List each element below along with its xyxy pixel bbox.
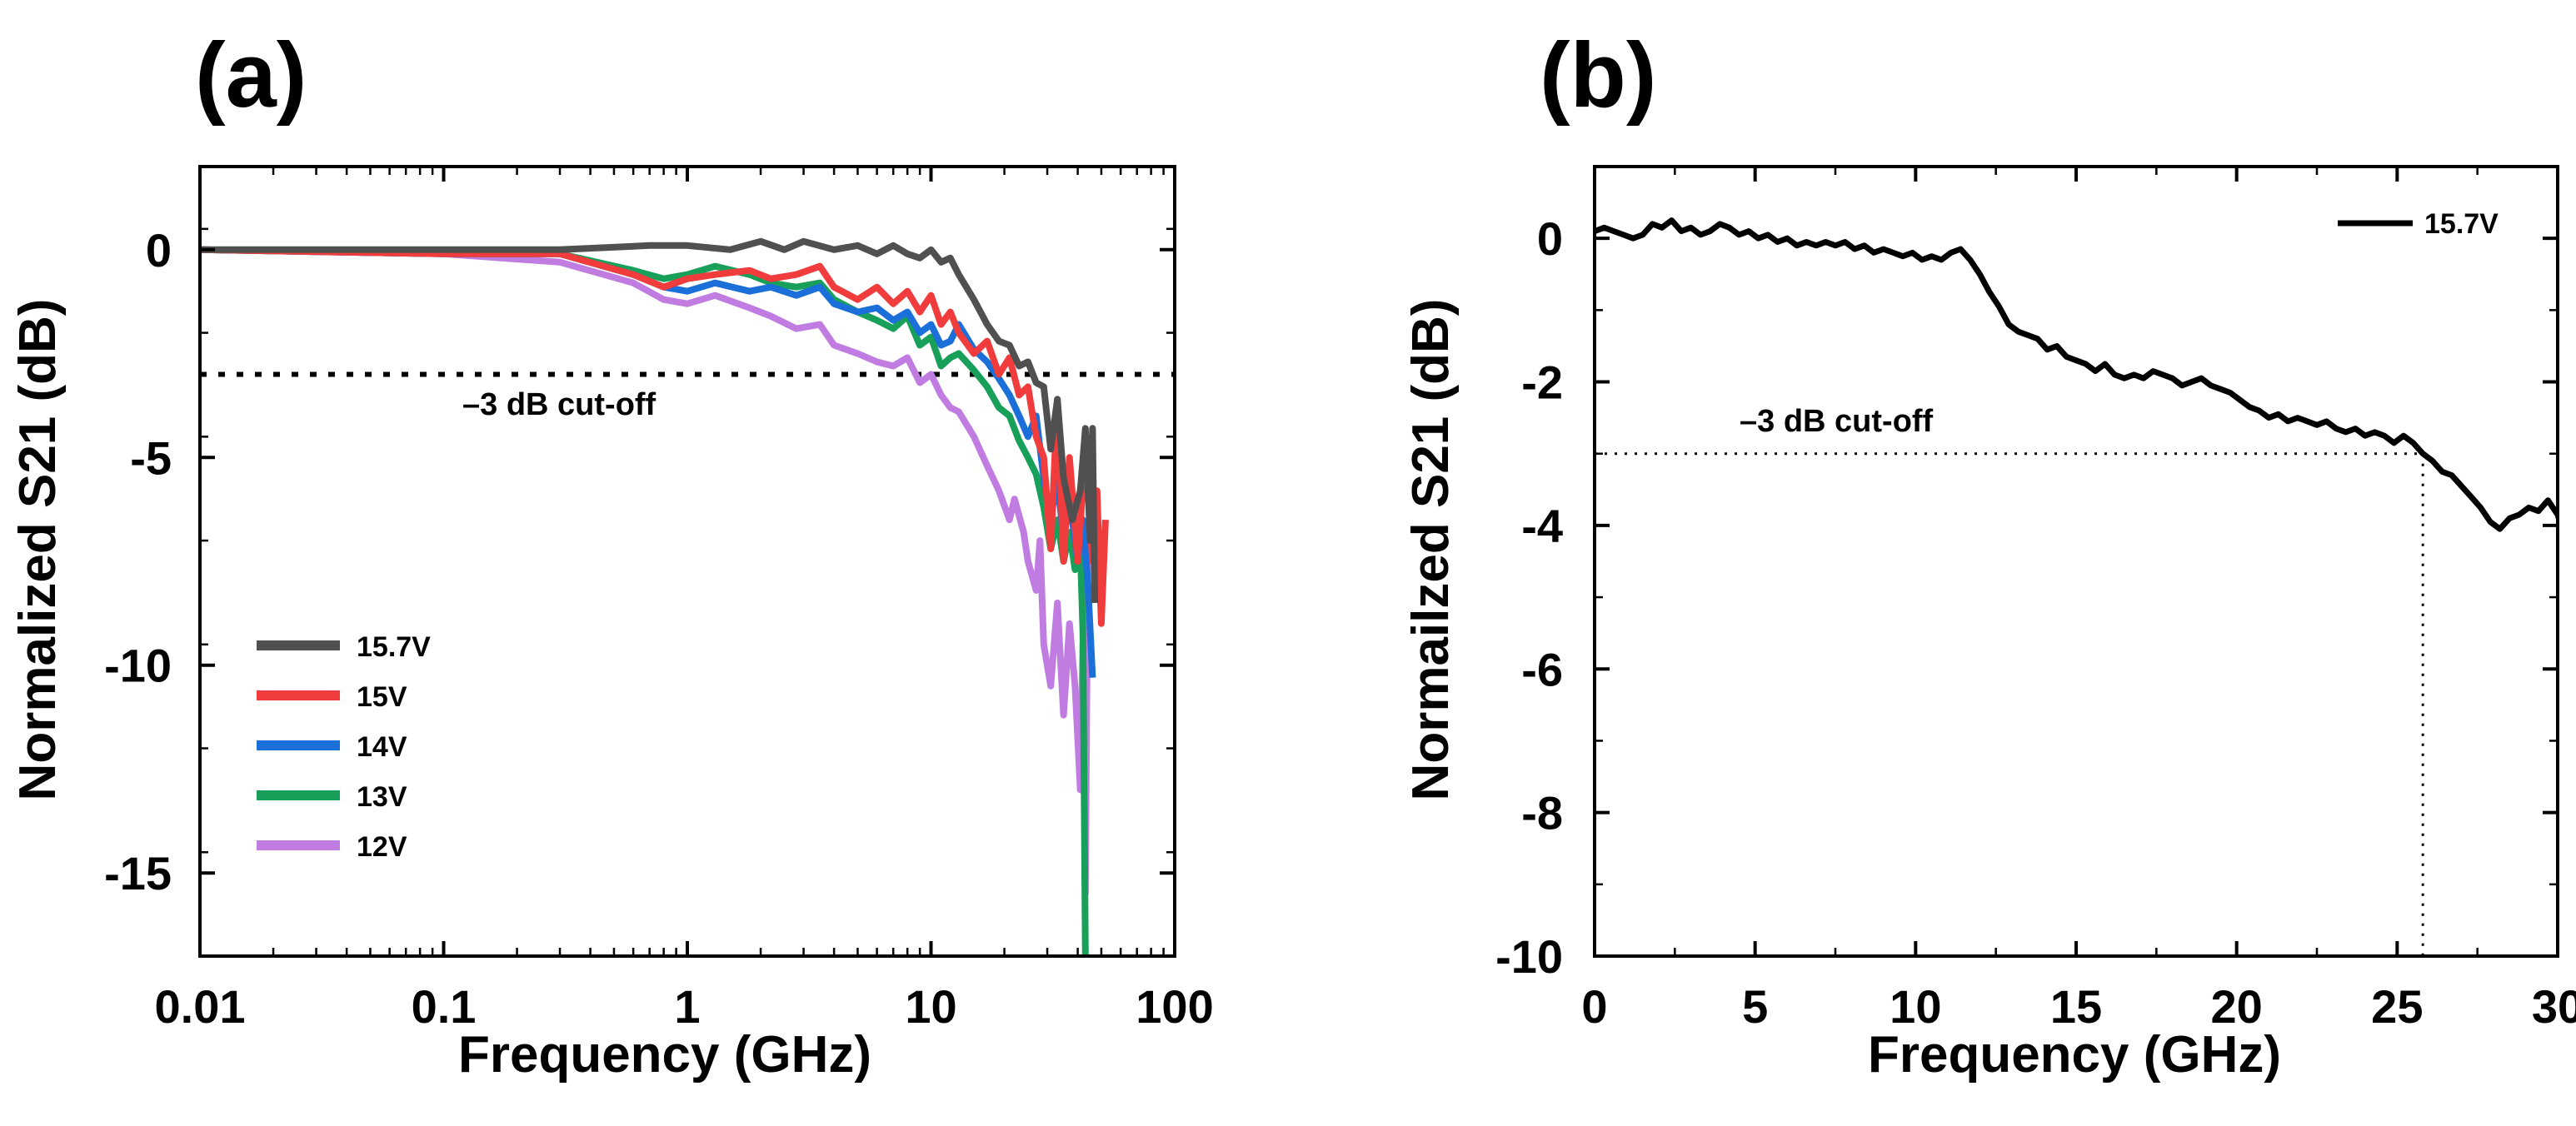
panel-a-x-tick-label: 0.1: [412, 980, 477, 1033]
panel-a-y-tick-label: 0: [146, 224, 172, 277]
panel-b-label: (b): [1540, 24, 1656, 127]
panel-a: (a) 0.01 0.1 1 10 100 0 -5 -10 -15 Frequency (GH…: [9, 24, 1214, 1084]
panel-b-x-axis-title: Frequency (GHz): [1868, 1026, 2281, 1084]
panel-a-legend: 15.7V 15V 14V 13V 12V: [257, 631, 431, 863]
panel-a-series-line-13V: [199, 246, 1089, 957]
panel-a-y-tick-label: -10: [104, 640, 172, 692]
panel-b-x-tick-label: 25: [2371, 980, 2423, 1033]
panel-b-y-axis-title: Normailzed S21 (dB): [1402, 299, 1460, 801]
panel-b-x-tick-label: 30: [2532, 980, 2576, 1033]
panel-a-legend-label: 15V: [357, 681, 407, 713]
panel-b-y-tick-label: -10: [1495, 930, 1563, 983]
panel-b-x-tick-label: 0: [1581, 980, 1607, 1033]
panel-a-x-tick-label: 100: [1136, 980, 1213, 1033]
panel-b-legend: 15.7V: [2338, 208, 2499, 240]
panel-b-y-tick-label: -6: [1521, 643, 1563, 695]
panel-b-x-tick-label: 10: [1890, 980, 1941, 1033]
panel-b-y-tick-label: -4: [1521, 500, 1563, 552]
panel-a-series-line-15-7V: [200, 237, 1099, 603]
panel-a-legend-label: 14V: [357, 731, 407, 763]
panel-b-y-tick-label: -8: [1521, 787, 1563, 840]
panel-a-x-axis-title: Frequency (GHz): [458, 1026, 871, 1084]
panel-a-series-line-14V: [199, 246, 1096, 678]
panel-b-x-tick-label: 20: [2211, 980, 2263, 1033]
panel-a-x-tick-label: 1: [674, 980, 700, 1033]
panel-b-x-tick-label: 5: [1742, 980, 1768, 1033]
panel-b-legend-label: 15.7V: [2424, 208, 2499, 240]
panel-a-legend-label: 13V: [357, 781, 407, 813]
panel-a-y-tick-label: -15: [104, 847, 172, 899]
panel-b: (b) 0 5 10 15 20 25 30 0 -2 -4 -6 -8 -10 Frequency (…: [1402, 24, 2576, 1084]
panel-b-y-tick-label: -2: [1521, 356, 1563, 409]
panel-b-plot-frame: [1593, 165, 2559, 958]
panel-a-legend-label: 15.7V: [357, 631, 431, 663]
panel-a-y-tick-label: -5: [130, 431, 172, 484]
panel-a-x-tick-label: 0.01: [155, 980, 246, 1033]
panel-a-series-line-12V: [199, 246, 1094, 898]
panel-b-y-tick-label: 0: [1537, 212, 1563, 265]
panel-a-x-tick-label: 10: [905, 980, 956, 1033]
panel-a-cutoff-label: –3 dB cut-off: [462, 387, 656, 422]
panel-a-label: (a): [195, 24, 307, 127]
panel-b-series-line-15-7V: [1595, 217, 2558, 532]
panel-b-cutoff-label: –3 dB cut-off: [1740, 404, 1934, 439]
panel-a-legend-label: 12V: [357, 831, 407, 863]
panel-b-x-tick-label: 15: [2050, 980, 2102, 1033]
panel-a-y-axis-title: Normalized S21 (dB): [9, 299, 67, 801]
panel-a-series-line-15V: [199, 246, 1109, 627]
